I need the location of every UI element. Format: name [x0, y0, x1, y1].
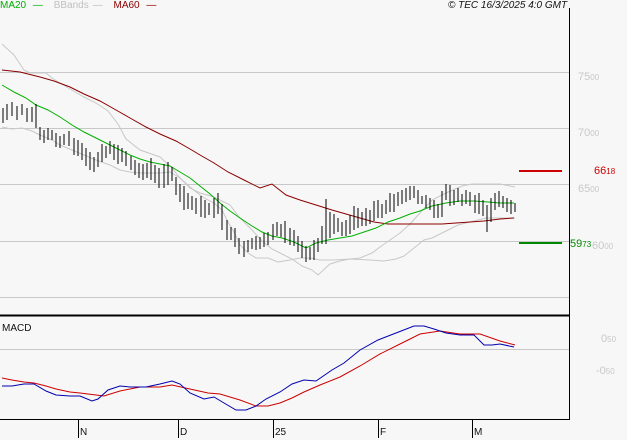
ma60-line — [1, 69, 515, 225]
resistance-value-label: 6618 — [594, 165, 616, 177]
x-label-2025: 25 — [275, 427, 287, 438]
macd-title: MACD — [2, 323, 32, 334]
x-label-dec: D — [180, 427, 188, 438]
y-label-7500: 7500 — [578, 71, 600, 83]
x-label-feb: F — [380, 427, 387, 438]
x-label-mar: M — [474, 427, 483, 438]
macd-label-0.50: 050 — [601, 333, 617, 345]
macd-label-neg-0.50: -050 — [596, 365, 615, 377]
y-label-6000: 6000 — [592, 240, 614, 252]
ma20-line — [1, 84, 514, 249]
price-bars — [2, 102, 516, 262]
copyright-timestamp: © TEC 16/3/2025 4:0 GMT — [448, 0, 568, 11]
macd-main-line — [2, 325, 515, 411]
y-label-6500: 6500 — [578, 183, 600, 195]
y-label-7000: 7000 — [578, 127, 600, 139]
legend-bbands: BBands — — [53, 0, 103, 11]
support-value-label: 5973 — [570, 238, 592, 250]
price-gridlines — [0, 72, 569, 298]
chart-legend: MA20 — BBands — MA60 — — [0, 0, 164, 12]
x-label-nov: N — [80, 427, 88, 438]
legend-ma60: MA60 — — [113, 0, 157, 11]
macd-signal-line — [1, 330, 516, 407]
legend-ma20: MA20 — — [0, 0, 43, 11]
bollinger-bands — [1, 43, 516, 276]
